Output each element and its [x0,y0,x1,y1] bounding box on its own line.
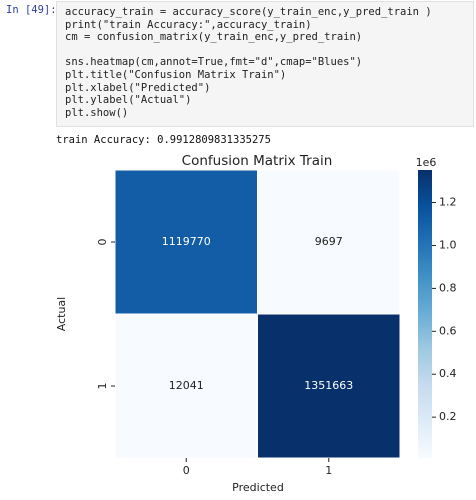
cell-prompt: In [49]: [6,4,57,16]
code-line: plt.xlabel("Predicted") [65,81,211,94]
x-tick-label: 1 [325,464,332,477]
code-cell[interactable]: accuracy_train = accuracy_score(y_train_… [56,1,474,127]
code-line: sns.heatmap(cm,annot=True,fmt="d",cmap="… [65,56,363,69]
cell-output: train Accuracy: 0.9912809831335275 [56,134,271,146]
chart-title: Confusion Matrix Train [182,153,333,169]
colorbar-tick-label: 1.0 [439,238,457,251]
cell-annotation: 1351663 [304,379,353,392]
code-line: plt.show() [65,106,129,119]
code-line: plt.title("Confusion Matrix Train") [65,68,287,81]
code-line: cm = confusion_matrix(y_train_enc,y_pred… [65,31,363,44]
heatmap-cell [257,169,401,315]
code-line: accuracy_train = accuracy_score(y_train_… [65,6,432,18]
colorbar-tick-label: 0.6 [439,324,457,337]
colorbar-tick-label: 1.2 [439,196,457,209]
colorbar-tick-label: 0.4 [439,367,457,380]
y-axis-label: Actual [55,297,68,331]
y-tick-label: 1 [96,383,109,390]
colorbar-tick-label: 0.8 [439,281,457,294]
y-tick-label: 0 [96,239,109,246]
x-tick-label: 0 [183,464,190,477]
cell-annotation: 9697 [315,235,343,248]
colorbar-offset: 1e6 [416,156,437,169]
colorbar-tick-label: 0.2 [439,410,457,423]
cell-annotation: 1119770 [162,235,211,248]
heatmap-cell [257,313,401,459]
x-axis-label: Predicted [232,481,284,494]
heatmap-cell [114,313,258,459]
colorbar [418,170,432,458]
code-line: print("train Accuracy:",accuracy_train) [65,18,312,31]
code-line: plt.ylabel("Actual") [65,94,192,107]
cell-annotation: 12041 [169,379,204,392]
